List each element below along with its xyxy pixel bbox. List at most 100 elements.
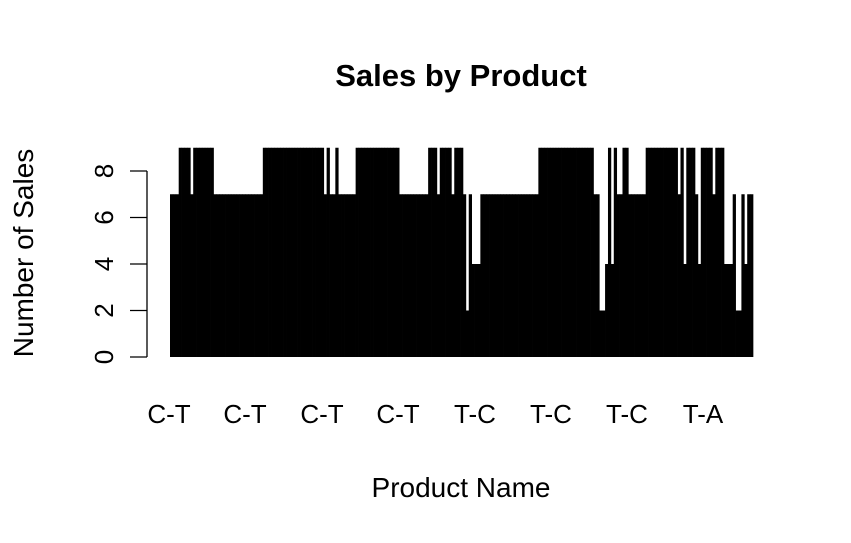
bar (204, 147, 209, 357)
bar (201, 147, 206, 357)
x-tick-label: T-A (683, 399, 724, 429)
bar (454, 147, 458, 357)
bar (538, 147, 542, 357)
bar (404, 194, 409, 357)
bar (280, 147, 284, 357)
bar (428, 147, 432, 357)
bar (433, 147, 438, 357)
bar (448, 147, 452, 357)
bar (694, 194, 699, 357)
bar (602, 310, 606, 357)
bar (431, 147, 435, 357)
bar (567, 147, 571, 357)
bar (439, 147, 443, 357)
bar (544, 147, 548, 357)
bar (610, 264, 615, 357)
bar (245, 194, 249, 357)
bar (587, 147, 591, 357)
bar (732, 194, 736, 357)
bar (648, 147, 652, 357)
bar (216, 194, 220, 357)
bar (549, 147, 554, 357)
bar (341, 194, 345, 357)
bar (187, 147, 191, 357)
bar (651, 147, 655, 357)
bar (338, 194, 342, 357)
bar (750, 194, 754, 357)
bar (503, 194, 507, 357)
bar (283, 147, 287, 357)
bar (468, 194, 472, 357)
bar (605, 264, 609, 357)
x-tick-label: C-T (147, 399, 190, 429)
bars-group (170, 147, 754, 357)
bar (581, 147, 586, 357)
bar (639, 194, 644, 357)
bar (465, 310, 470, 357)
bar (265, 147, 269, 357)
y-tick-label: 8 (89, 164, 119, 178)
bar (222, 194, 226, 357)
bar (462, 194, 467, 357)
bar (634, 194, 638, 357)
bar (228, 194, 232, 357)
bar (378, 147, 383, 357)
bar (364, 147, 368, 357)
bar (735, 310, 739, 357)
bar (489, 194, 493, 357)
bar (190, 194, 194, 357)
bar (642, 194, 647, 357)
bar (344, 194, 348, 357)
bar (744, 264, 748, 357)
bar (207, 147, 211, 357)
bar (689, 147, 693, 357)
x-tick-label: C-T (223, 399, 266, 429)
bar (402, 194, 406, 357)
bar (387, 147, 391, 357)
bar (628, 194, 632, 357)
bar (625, 147, 629, 357)
bar (390, 147, 394, 357)
bar (576, 147, 580, 357)
bar (593, 194, 597, 357)
bar (607, 147, 612, 357)
bar (407, 194, 412, 357)
bar (251, 194, 255, 357)
bar (259, 194, 264, 357)
bar (721, 147, 725, 357)
bar (175, 194, 180, 357)
bar (303, 147, 307, 357)
y-axis-label: Number of Sales (8, 149, 39, 358)
bar (555, 147, 560, 357)
bar (477, 264, 481, 357)
bar (373, 147, 377, 357)
bar (706, 147, 710, 357)
bar (370, 147, 374, 357)
bar (422, 194, 426, 357)
y-tick-label: 6 (89, 210, 119, 224)
bar (506, 194, 510, 357)
bar (518, 194, 522, 357)
bar (381, 147, 385, 357)
bar (645, 147, 649, 357)
bar (277, 147, 281, 357)
bar (663, 147, 667, 357)
bar (445, 147, 449, 357)
bar (358, 147, 362, 357)
bar (483, 194, 487, 357)
bar (346, 194, 351, 357)
bar (596, 194, 600, 357)
bar (172, 194, 177, 357)
bar (451, 194, 455, 357)
bar (242, 194, 246, 357)
bar (230, 194, 235, 357)
bar (320, 147, 325, 357)
bar (219, 194, 223, 357)
bar (460, 147, 464, 357)
bar (599, 310, 603, 357)
bar (178, 147, 182, 357)
bar (312, 147, 316, 357)
bar (529, 194, 533, 357)
bar (413, 194, 417, 357)
bar (636, 194, 641, 357)
